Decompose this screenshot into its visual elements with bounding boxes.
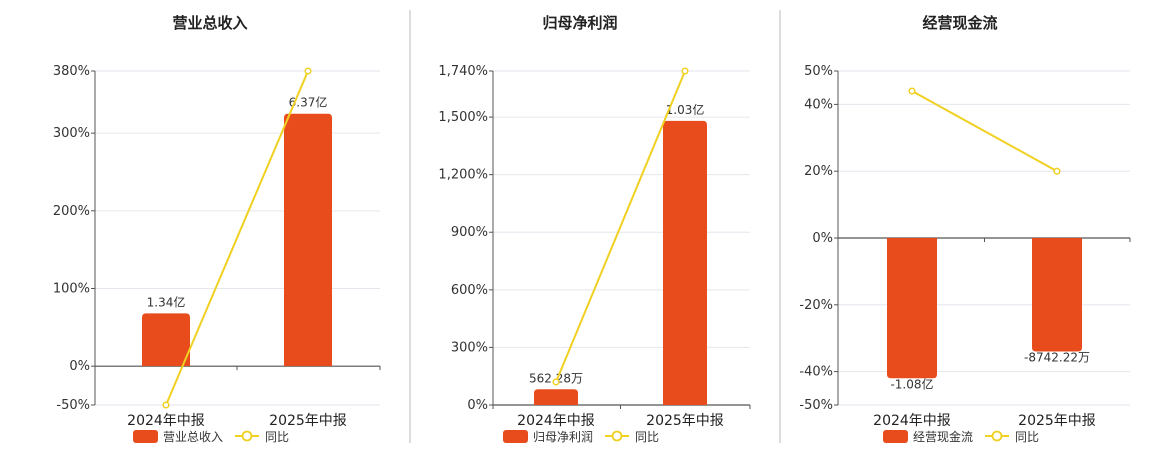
- bar: [887, 238, 937, 379]
- y-tick-label: 1,200%: [438, 168, 488, 183]
- legend-label: 营业总收入: [163, 430, 223, 444]
- legend-line-marker: [241, 430, 253, 442]
- line-point: [552, 378, 560, 386]
- x-category-label: 2024年中报: [873, 413, 951, 429]
- legend-bar-swatch: [133, 430, 158, 443]
- y-tick-label: 600%: [451, 283, 488, 298]
- bar: [534, 389, 578, 405]
- data-label: 562.28万: [529, 371, 583, 385]
- chart-title: 经营现金流: [922, 14, 997, 32]
- y-tick-label: -40%: [799, 365, 833, 380]
- bar: [142, 313, 190, 367]
- line-series: [911, 90, 1058, 173]
- legend-label: 同比: [635, 430, 659, 444]
- bar: [663, 120, 707, 405]
- y-tick-label: 1,500%: [438, 110, 488, 125]
- y-tick-label: 1,740%: [438, 64, 488, 79]
- x-category-label: 2024年中报: [127, 413, 205, 429]
- legend-line-marker: [611, 430, 623, 442]
- data-label: -1.08亿: [890, 376, 933, 391]
- y-tick-label: 50%: [804, 64, 833, 79]
- x-category-label: 2025年中报: [1018, 413, 1096, 429]
- data-label: 6.37亿: [289, 95, 328, 110]
- y-tick-label: 300%: [53, 126, 90, 141]
- y-tick-label: 40%: [804, 97, 833, 112]
- chart-title: 归母净利润: [542, 14, 617, 32]
- y-tick-label: -50%: [56, 398, 90, 413]
- legend-bar-swatch: [883, 430, 908, 443]
- x-category-label: 2024年中报: [517, 413, 595, 429]
- x-category-label: 2025年中报: [646, 413, 724, 429]
- line-point: [304, 67, 312, 75]
- data-label: 1.34亿: [147, 294, 186, 309]
- legend-line-marker: [991, 430, 1003, 442]
- chart-panel-2: 归母净利润 0% 300% 600% 900% 1,200% 1,500% 1,740% 202…: [438, 14, 751, 444]
- y-tick-label: 380%: [53, 64, 90, 79]
- bar: [284, 113, 332, 367]
- data-label: 1.03亿: [666, 102, 705, 117]
- line-point: [1053, 167, 1061, 175]
- x-category-label: 2025年中报: [269, 413, 347, 429]
- y-tick-label: -20%: [799, 298, 833, 313]
- legend-label: 归母净利润: [533, 430, 593, 444]
- line-point: [162, 401, 170, 409]
- line-point: [681, 67, 689, 75]
- y-tick-label: 900%: [451, 225, 488, 240]
- y-tick-label: -50%: [799, 398, 833, 413]
- chart-panel-3: 经营现金流 -50% -40% -20% 0% 20% 40% 50% 2024年中报 2025年…: [799, 14, 1131, 444]
- y-tick-label: 100%: [53, 281, 90, 296]
- y-tick-label: 0%: [69, 359, 90, 374]
- chart-panel-1: 营业总收入 -50% 0% 100% 200% 300% 380% 2024年中报 2025年中…: [53, 14, 381, 444]
- y-tick-label: 200%: [53, 204, 90, 219]
- legend-label: 同比: [265, 430, 289, 444]
- y-tick-label: 0%: [467, 398, 488, 413]
- y-tick-label: 0%: [812, 231, 833, 246]
- legend-label: 经营现金流: [913, 429, 973, 444]
- chart-title: 营业总收入: [172, 14, 247, 32]
- line-series: [555, 70, 686, 383]
- y-tick-label: 300%: [451, 340, 488, 355]
- line-series: [165, 70, 309, 406]
- line-point: [908, 87, 916, 95]
- bar: [1032, 238, 1082, 352]
- legend-bar-swatch: [503, 430, 528, 443]
- y-tick-label: 20%: [804, 164, 833, 179]
- data-label: -8742.22万: [1024, 351, 1090, 365]
- legend-label: 同比: [1015, 430, 1039, 444]
